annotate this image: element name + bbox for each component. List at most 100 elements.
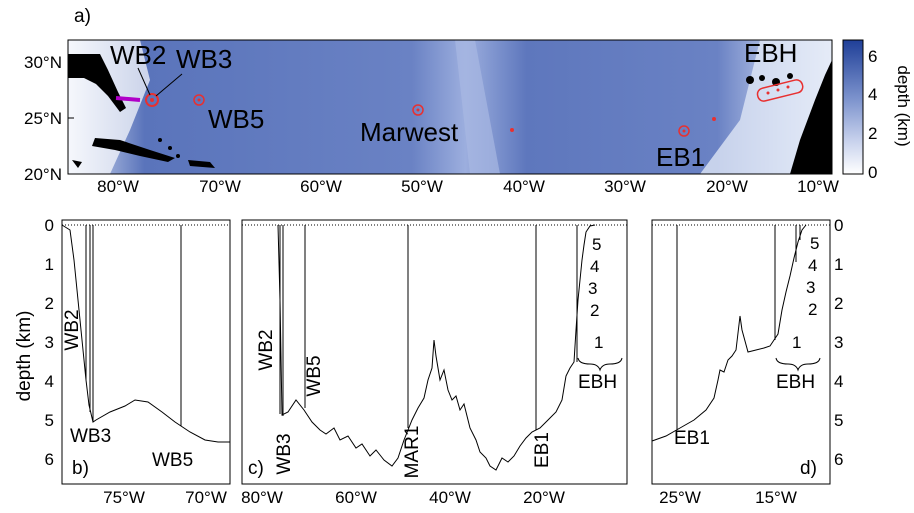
canary-island [759, 75, 765, 81]
yucatan-land [72, 160, 82, 168]
bahamas-island [168, 146, 172, 150]
lon-tick-label: 70°W [199, 177, 241, 196]
panel-c-label-wb5: WB5 [304, 355, 325, 396]
station-label-eb1: EB1 [656, 142, 705, 172]
panel-b-x-tick: 75°W [103, 488, 145, 507]
colorbar-tick: 0 [868, 163, 877, 182]
panel-b-depth-ticks: 0 1 2 3 4 5 6 [45, 216, 54, 469]
colorbar-gradient [842, 39, 864, 175]
depth-tick: 6 [45, 450, 54, 469]
lon-tick-label: 20°W [706, 177, 748, 196]
lon-tick-label: 50°W [401, 177, 443, 196]
depth-tick: 6 [834, 450, 843, 469]
depth-tick: 0 [45, 216, 54, 235]
lat-tick-label: 30°N [24, 53, 62, 72]
panel-b-label-wb5: WB5 [152, 450, 193, 471]
lat-tick-label: 20°N [24, 165, 62, 184]
panel-b-label-wb2: WB2 [62, 309, 83, 350]
ebh-dot [776, 88, 780, 92]
station-label-wb3: WB3 [176, 44, 232, 74]
panel-b-x-tick: 70°W [185, 488, 227, 507]
depth-tick: 3 [45, 333, 54, 352]
ebh-number-5: 5 [592, 235, 601, 254]
mar1-marker [510, 128, 514, 132]
panel-a-map: a) [24, 6, 913, 196]
panel-c-ebh-label: EBH [578, 372, 617, 393]
lat-axis: 30°N 25°N 20°N [24, 53, 74, 184]
panel-b-bathymetry [61, 224, 230, 443]
panel-c-label-eb1: EB1 [532, 432, 553, 468]
panel-c-frame [241, 219, 628, 485]
ebh-brace [577, 357, 623, 372]
wb2-wb3-marker-dot [150, 98, 154, 102]
bahamas-island [158, 138, 162, 142]
ebh-marker [756, 79, 804, 102]
ebh-number-5: 5 [810, 234, 819, 253]
panel-c-x-tick: 40°W [429, 488, 471, 507]
panel-c-x-tick: 20°W [523, 488, 565, 507]
eastern-shelf [700, 40, 832, 174]
florida-transect [115, 96, 141, 102]
ocean-background [68, 40, 832, 174]
wb3-leader [155, 73, 183, 97]
panel-c-bathymetry [277, 224, 596, 471]
panel-d-x-tick: 15°W [755, 488, 797, 507]
depth-tick: 1 [834, 255, 843, 274]
panel-c-label-wb3: WB3 [274, 433, 295, 474]
depth-axis-label: depth (km) [14, 311, 35, 402]
cuba-land [92, 138, 175, 162]
wb2-leader [137, 67, 151, 96]
africa-land [790, 60, 832, 174]
depth-tick: 4 [834, 372, 843, 391]
panel-b-label: b) [72, 458, 89, 479]
wb5-marker-dot [197, 98, 201, 102]
canary-island [787, 73, 793, 79]
station-label-ebh: EBH [744, 38, 797, 68]
panel-d-bathymetry [651, 224, 807, 442]
ebh-dot [766, 91, 770, 95]
ebh-number-4: 4 [590, 257, 599, 276]
lon-tick-label: 80°W [97, 177, 139, 196]
ebh-number-1: 1 [792, 333, 801, 352]
panel-d-label-eb1: EB1 [674, 428, 710, 449]
ebh-number-2: 2 [808, 300, 817, 319]
depth-tick: 1 [45, 255, 54, 274]
panel-b-label-wb3: WB3 [70, 426, 111, 447]
colorbar-tick: 6 [868, 47, 877, 66]
marwest-marker [412, 104, 424, 116]
bahamas-island [176, 154, 180, 158]
lon-tick-label: 30°W [604, 177, 646, 196]
panel-c-label: c) [248, 458, 264, 479]
panel-b-section: WB2 WB3 WB5 b) 0 1 2 3 4 5 6 75°W 70°W [45, 216, 231, 507]
panel-c-label-mar1: MAR1 [402, 426, 423, 479]
depth-tick: 2 [45, 294, 54, 313]
panel-d-frame [651, 219, 831, 485]
lat-tick-label: 25°N [24, 109, 62, 128]
depth-tick: 0 [834, 216, 843, 235]
lon-axis: 80°W 70°W 60°W 50°W 40°W 30°W 20°W 10°W [97, 177, 839, 196]
colorbar-title: depth (km) [894, 65, 913, 146]
eb1-marker [678, 125, 690, 137]
depth-tick: 2 [834, 294, 843, 313]
hispaniola-land [188, 160, 215, 168]
depth-tick: 4 [45, 372, 54, 391]
ebh-dot [786, 85, 790, 89]
ebh-number-4: 4 [808, 256, 817, 275]
panel-d-ebh-label: EBH [776, 372, 815, 393]
lon-tick-label: 40°W [503, 177, 545, 196]
panel-d-label: d) [800, 458, 817, 479]
ebh-number-2: 2 [590, 301, 599, 320]
panel-a-label: a) [74, 6, 91, 27]
panel-d-section: EB1 5 4 3 2 1 EBH d) 0 1 2 3 4 5 6 25°W … [651, 216, 843, 507]
ebh-number-3: 3 [588, 279, 597, 298]
panel-c-section: WB2 WB5 WB3 MAR1 EB1 c) 5 4 3 2 1 EBH 80… [241, 219, 628, 507]
ebh-number-3: 3 [806, 278, 815, 297]
depth-tick: 5 [45, 411, 54, 430]
station-label-marwest: Marwest [360, 117, 459, 147]
wb2-wb3-marker [145, 93, 159, 107]
depth-colorbar: 6 4 2 0 depth (km) [842, 39, 913, 182]
panel-d-x-tick: 25°W [659, 488, 701, 507]
panel-c-label-wb2: WB2 [256, 329, 277, 370]
station-label-wb2: WB2 [110, 40, 166, 70]
